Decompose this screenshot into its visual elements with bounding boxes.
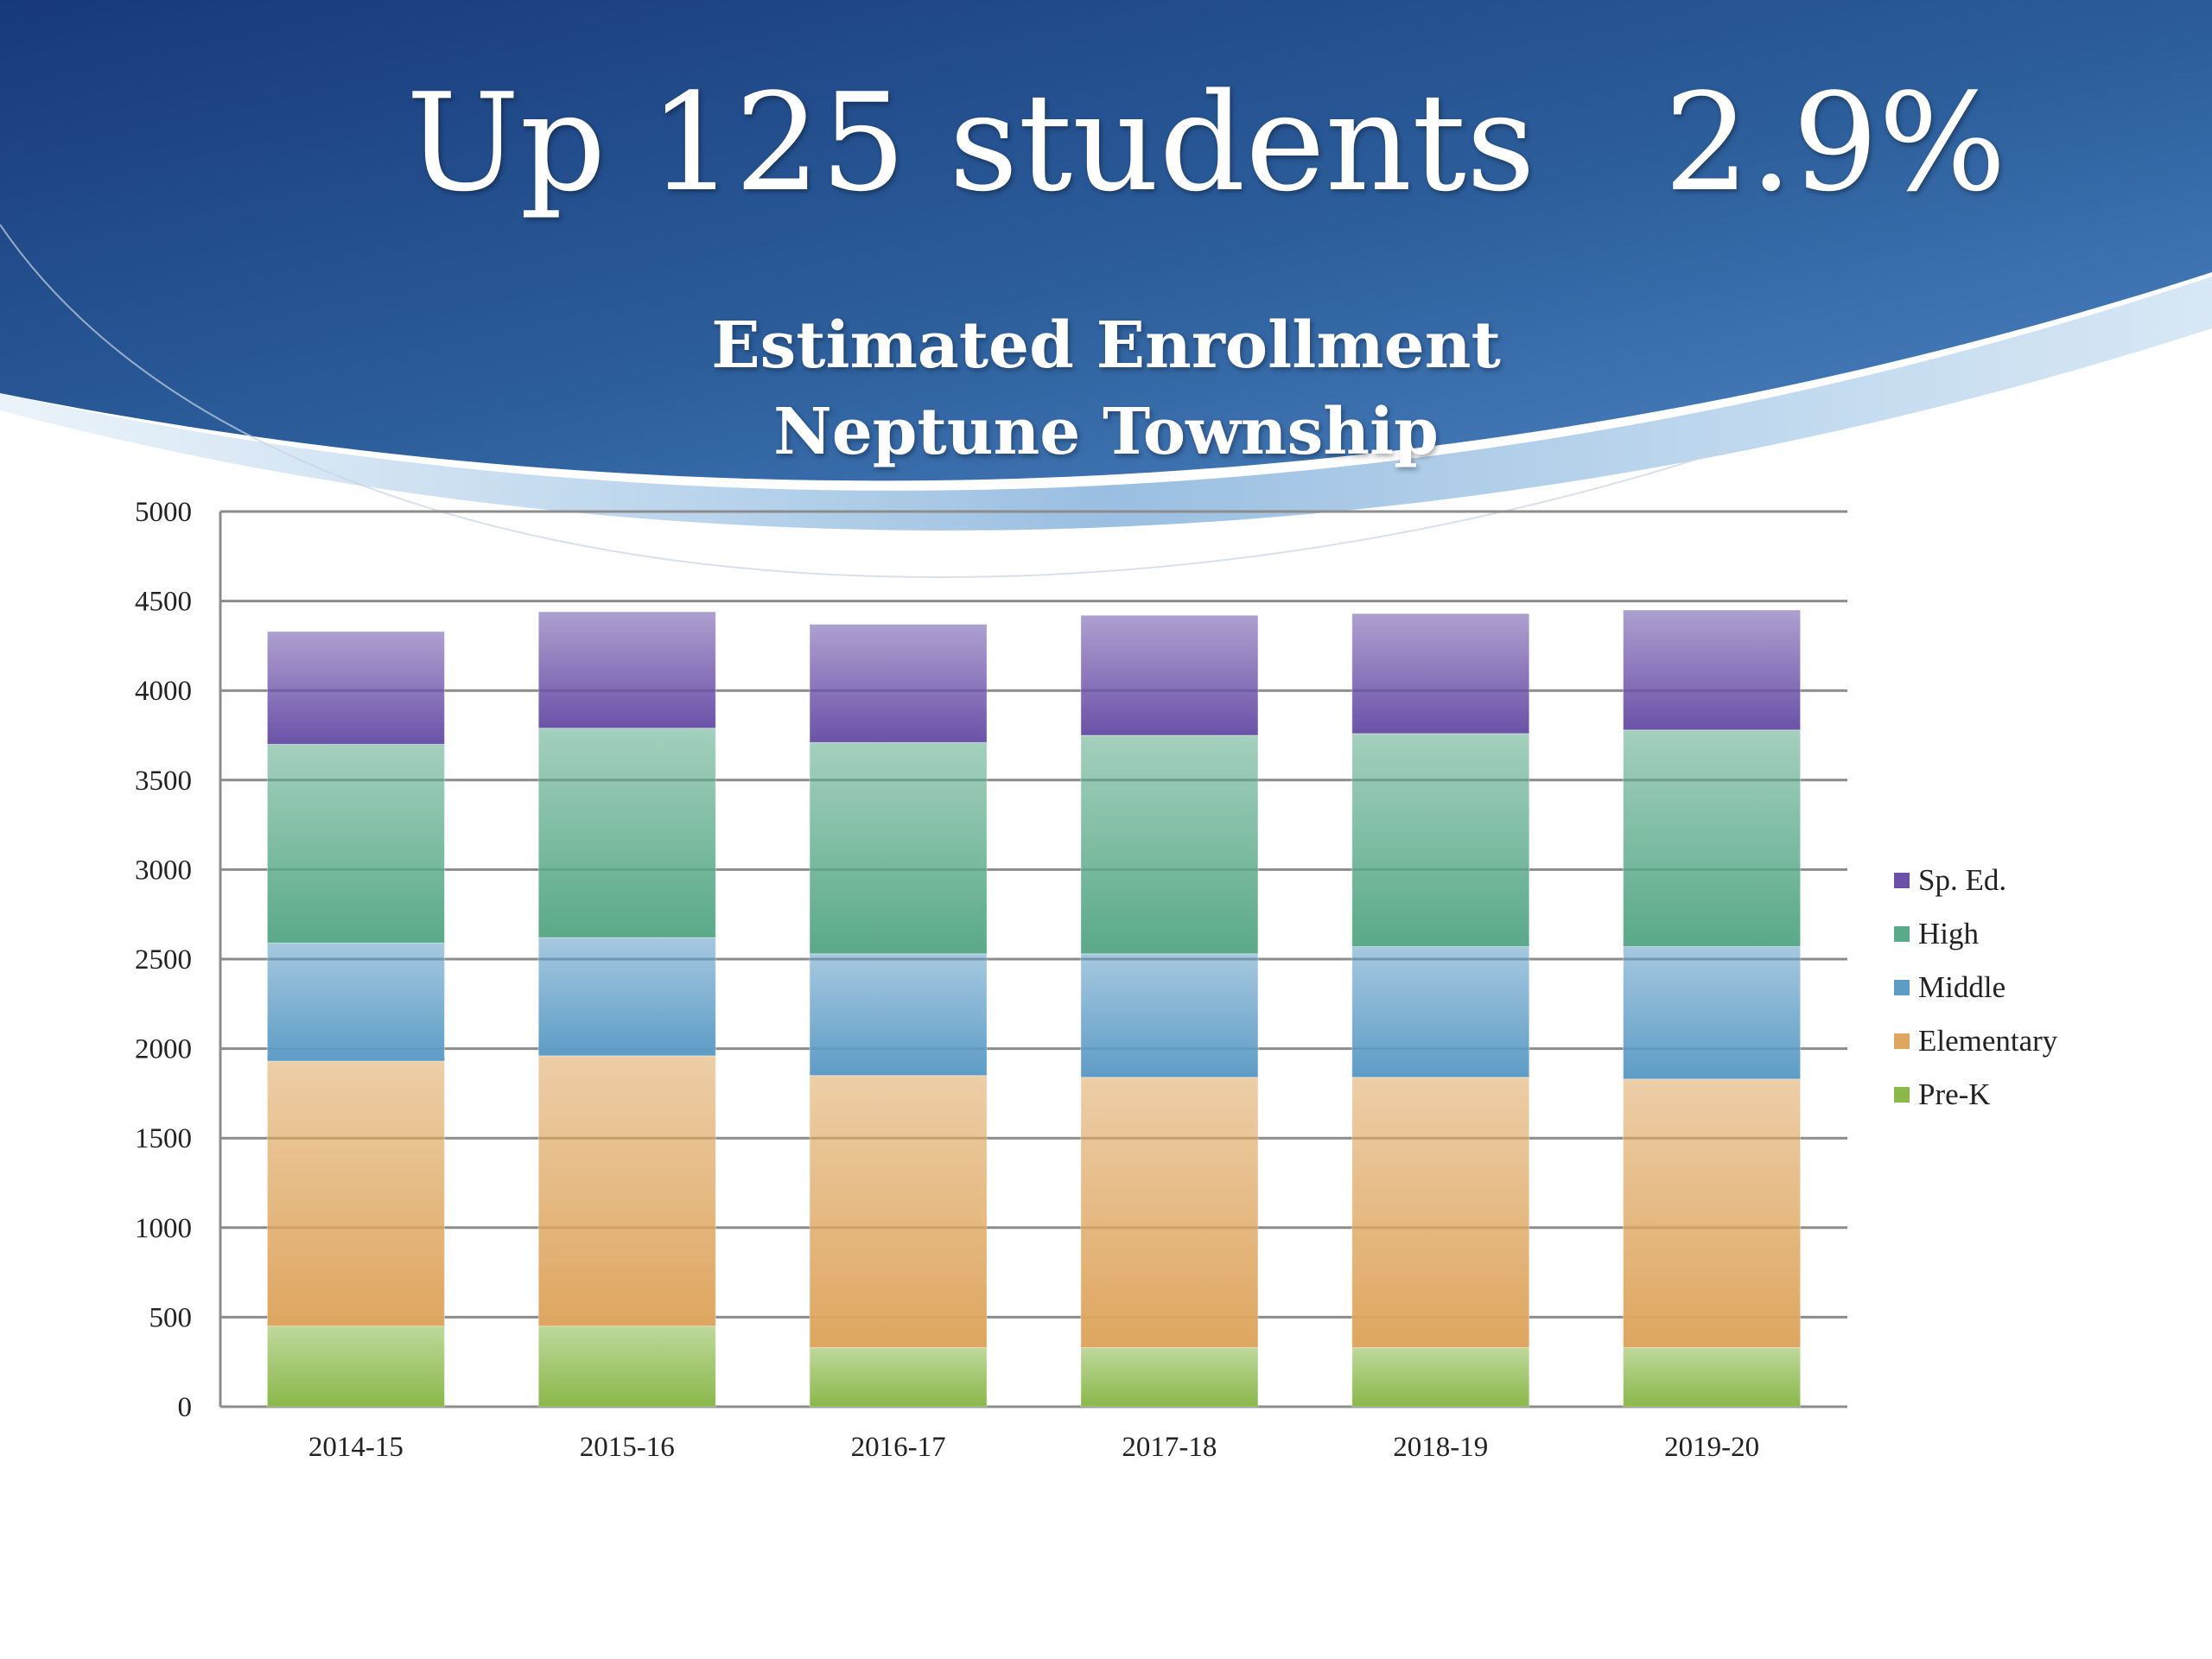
bar-pre-k-2015-16	[537, 1325, 716, 1408]
legend-item: Elementary	[1894, 1014, 2057, 1068]
bar-middle-2019-20	[1623, 945, 1802, 1080]
legend-swatch	[1894, 926, 1910, 942]
bar-high-2018-19	[1351, 733, 1530, 947]
legend-swatch	[1894, 1087, 1910, 1103]
y-tick-label: 5000	[135, 497, 192, 528]
bar-high-2019-20	[1623, 729, 1802, 947]
bar-sp-ed-2018-19	[1351, 613, 1530, 734]
bar-sp-ed-2014-15	[266, 631, 445, 745]
bar-sp-ed-2019-20	[1623, 609, 1802, 731]
bar-elementary-2017-18	[1080, 1077, 1259, 1349]
bar-middle-2014-15	[266, 942, 445, 1062]
legend-item: Pre-K	[1894, 1068, 2057, 1122]
legend-swatch	[1894, 1033, 1910, 1049]
y-tick-label: 2000	[135, 1034, 192, 1065]
bar-elementary-2014-15	[266, 1060, 445, 1327]
chart-title: Estimated Enrollment Neptune Township	[674, 302, 1538, 475]
legend-label: Sp. Ed.	[1918, 863, 2007, 897]
legend-swatch	[1894, 980, 1910, 995]
y-tick-label: 1500	[135, 1123, 192, 1154]
x-axis: 2014-15 2015-16 2016-17 2017-18 2018-19 2019-…	[308, 1432, 1759, 1463]
slide-banner	[0, 0, 2212, 579]
x-tick-label: 2018-19	[1393, 1432, 1488, 1463]
bars	[266, 609, 1802, 1408]
y-tick-label: 4000	[135, 676, 192, 707]
bar-pre-k-2018-19	[1351, 1347, 1530, 1408]
bar-elementary-2019-20	[1623, 1078, 1802, 1349]
chart-title-line-2: Neptune Township	[773, 395, 1439, 469]
x-tick-label: 2017-18	[1122, 1432, 1217, 1463]
bar-high-2017-18	[1080, 734, 1259, 955]
bar-high-2016-17	[809, 741, 988, 955]
bar-pre-k-2019-20	[1623, 1347, 1802, 1408]
legend-label: Elementary	[1918, 1024, 2058, 1058]
bar-middle-2018-19	[1351, 945, 1530, 1078]
legend-label: High	[1918, 917, 1979, 950]
bar-middle-2015-16	[537, 937, 716, 1057]
bar-middle-2016-17	[809, 953, 988, 1077]
y-tick-label: 500	[149, 1302, 193, 1333]
bar-middle-2017-18	[1080, 953, 1259, 1078]
banner-swoosh	[0, 276, 2212, 531]
bar-elementary-2015-16	[537, 1055, 716, 1327]
bar-pre-k-2014-15	[266, 1325, 445, 1408]
y-tick-label: 0	[178, 1392, 193, 1423]
bar-high-2015-16	[537, 728, 716, 938]
legend: Sp. Ed. High Middle Elementary Pre-K	[1894, 854, 2057, 1122]
legend-label: Middle	[1918, 970, 2006, 1004]
bar-high-2014-15	[266, 743, 445, 944]
y-tick-label: 4500	[135, 587, 192, 618]
bar-sp-ed-2016-17	[809, 624, 988, 743]
y-tick-label: 3500	[135, 766, 192, 797]
x-tick-label: 2019-20	[1664, 1432, 1759, 1463]
y-tick-label: 1000	[135, 1213, 192, 1244]
bar-elementary-2016-17	[809, 1075, 988, 1349]
banner-shape	[0, 0, 2212, 481]
bar-pre-k-2017-18	[1080, 1347, 1259, 1408]
legend-item: Middle	[1894, 961, 2057, 1014]
legend-swatch	[1894, 873, 1910, 888]
bar-sp-ed-2015-16	[537, 611, 716, 729]
x-tick-label: 2015-16	[580, 1432, 675, 1463]
chart-title-line-1: Estimated Enrollment	[711, 308, 1501, 383]
y-tick-label: 2500	[135, 944, 192, 976]
banner-arc	[0, 224, 1729, 579]
legend-item: Sp. Ed.	[1894, 854, 2057, 907]
legend-item: High	[1894, 907, 2057, 961]
bar-pre-k-2016-17	[809, 1347, 988, 1408]
x-tick-label: 2016-17	[851, 1432, 946, 1463]
bar-sp-ed-2017-18	[1080, 614, 1259, 736]
bar-elementary-2018-19	[1351, 1077, 1530, 1349]
y-axis: 0 500 1000 1500 2000 2500 3000 3500 4000 4500 5000	[135, 497, 222, 1423]
x-tick-label: 2014-15	[308, 1432, 404, 1463]
y-tick-label: 3000	[135, 855, 192, 886]
legend-label: Pre-K	[1918, 1077, 1991, 1111]
gridlines	[220, 510, 1847, 1408]
